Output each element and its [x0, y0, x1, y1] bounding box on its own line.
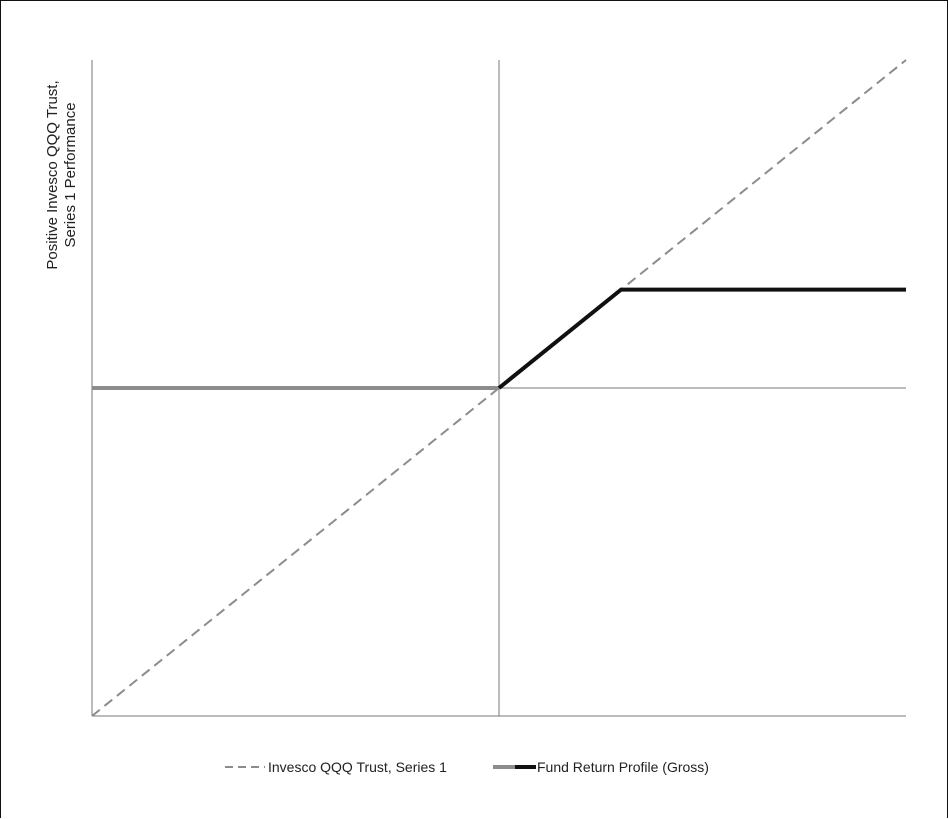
legend-item-qqq: Invesco QQQ Trust, Series 1 — [225, 759, 447, 775]
series-layer — [91, 59, 907, 717]
y-axis-label-line-1: Positive Invesco QQQ Trust, — [44, 80, 61, 269]
series-qqq-line — [91, 59, 907, 717]
legend-item-fund: Fund Return Profile (Gross) — [493, 759, 709, 775]
y-axis-label-line-2: Series 1 Performance — [62, 102, 79, 247]
legend-label-fund: Fund Return Profile (Gross) — [537, 759, 709, 775]
legend: Invesco QQQ Trust, Series 1 Fund Return … — [225, 759, 709, 775]
legend-label-qqq: Invesco QQQ Trust, Series 1 — [268, 759, 447, 775]
series-fund-line-black-segment — [497, 287, 906, 390]
